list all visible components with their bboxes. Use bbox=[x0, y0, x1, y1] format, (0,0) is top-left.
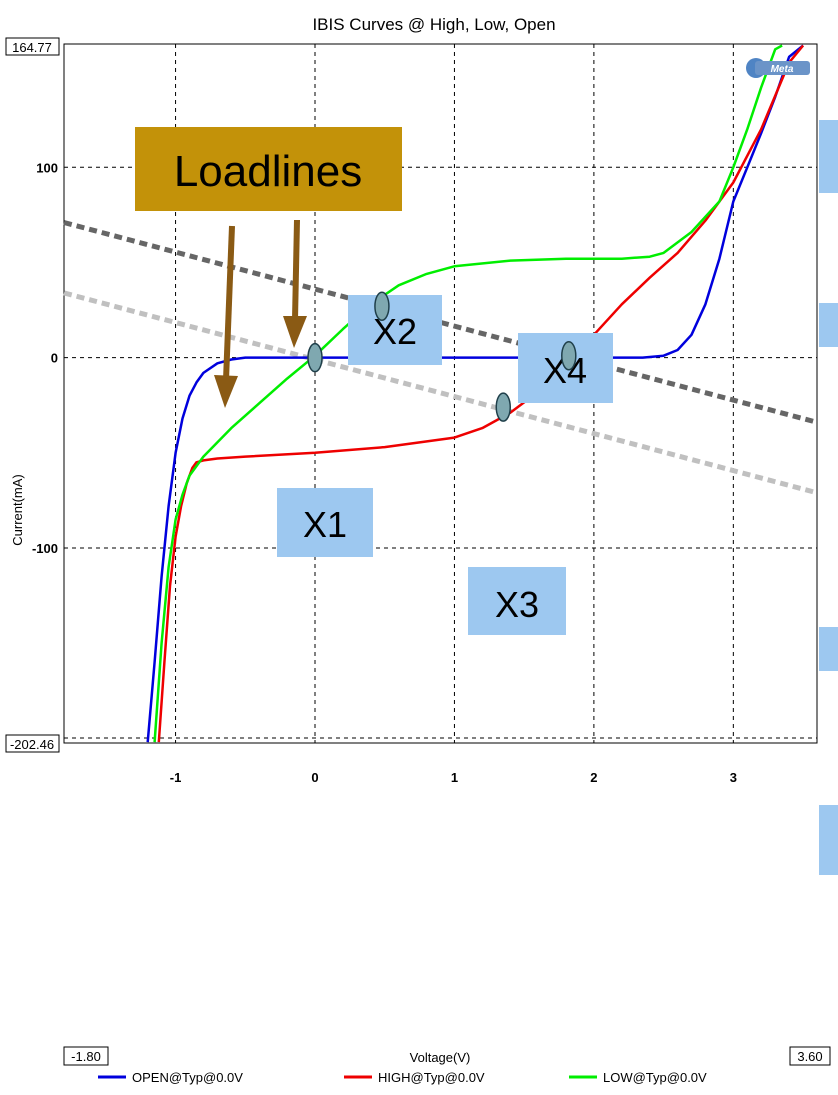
x-tick-label: -1 bbox=[170, 770, 182, 785]
right-callout-box bbox=[819, 805, 838, 875]
series-line bbox=[146, 44, 804, 743]
loadlines-label-box bbox=[135, 127, 402, 211]
x-tick-label: 3 bbox=[730, 770, 737, 785]
series-layer bbox=[63, 44, 818, 743]
y-axis-title: Current(mA) bbox=[10, 474, 25, 546]
loadline-arrowhead-left bbox=[214, 375, 238, 408]
tick-labels: -1 0 1 2 3 100 0 -100 bbox=[32, 160, 737, 785]
meta-logo-text: Meta bbox=[771, 64, 794, 75]
marker-label-box bbox=[468, 567, 566, 635]
meta-logo-bar bbox=[755, 61, 810, 75]
right-callout-box bbox=[819, 303, 838, 347]
y-min-label-box bbox=[5, 734, 60, 753]
loadlines-arrows bbox=[214, 219, 307, 408]
x-tick-label: 2 bbox=[590, 770, 597, 785]
y-tick-label: 100 bbox=[36, 160, 58, 175]
chart-title: IBIS Curves @ High, Low, Open bbox=[312, 15, 555, 34]
legend-label-open: OPEN@Typ@0.0V bbox=[132, 1070, 243, 1085]
y-tick-label: -100 bbox=[32, 541, 58, 556]
y-max-label: 164.77 bbox=[12, 40, 52, 55]
x-tick-label: 1 bbox=[451, 770, 458, 785]
loadline-arrowhead-right bbox=[283, 316, 307, 348]
y-max-label-box bbox=[5, 37, 60, 56]
marker-label-box bbox=[277, 488, 373, 557]
x-min-label-box bbox=[63, 1046, 109, 1066]
right-callout-box bbox=[819, 627, 838, 671]
x-tick-label: 0 bbox=[311, 770, 318, 785]
intersection-marker bbox=[307, 342, 323, 373]
series-line bbox=[157, 44, 805, 743]
legend: OPEN@Typ@0.0V HIGH@Typ@0.0V LOW@Typ@0.0V bbox=[98, 1070, 707, 1085]
marker-label-text: X3 bbox=[495, 584, 539, 625]
meta-logo: Meta bbox=[746, 58, 810, 78]
loadline-arrow-left bbox=[223, 225, 235, 381]
x-axis-title: Voltage(V) bbox=[410, 1050, 471, 1065]
x-max-label: 3.60 bbox=[797, 1049, 822, 1064]
marker-label-x1: X1 bbox=[277, 488, 373, 557]
y-min-label: -202.46 bbox=[10, 737, 54, 752]
right-callout-box bbox=[819, 120, 838, 193]
marker-label-x3: X3 bbox=[468, 567, 566, 635]
marker-label-x2: X2 bbox=[348, 295, 442, 365]
intersection-marker bbox=[495, 392, 511, 422]
legend-item-high: HIGH@Typ@0.0V bbox=[344, 1070, 485, 1085]
intersection-marker bbox=[374, 291, 390, 321]
loadlines-label: Loadlines bbox=[174, 147, 362, 196]
intersection-marker bbox=[561, 340, 577, 371]
marker-label-text: X1 bbox=[303, 504, 347, 545]
x-max-label-box bbox=[789, 1046, 831, 1066]
legend-label-high: HIGH@Typ@0.0V bbox=[378, 1070, 485, 1085]
x-min-label: -1.80 bbox=[71, 1049, 101, 1064]
loadline-arrow-right bbox=[292, 219, 300, 321]
series-line bbox=[153, 44, 783, 743]
marker-label-box bbox=[348, 295, 442, 365]
marker-layer bbox=[307, 291, 577, 422]
legend-item-low: LOW@Typ@0.0V bbox=[569, 1070, 707, 1085]
legend-label-low: LOW@Typ@0.0V bbox=[603, 1070, 707, 1085]
legend-item-open: OPEN@Typ@0.0V bbox=[98, 1070, 243, 1085]
y-tick-label: 0 bbox=[51, 351, 58, 366]
